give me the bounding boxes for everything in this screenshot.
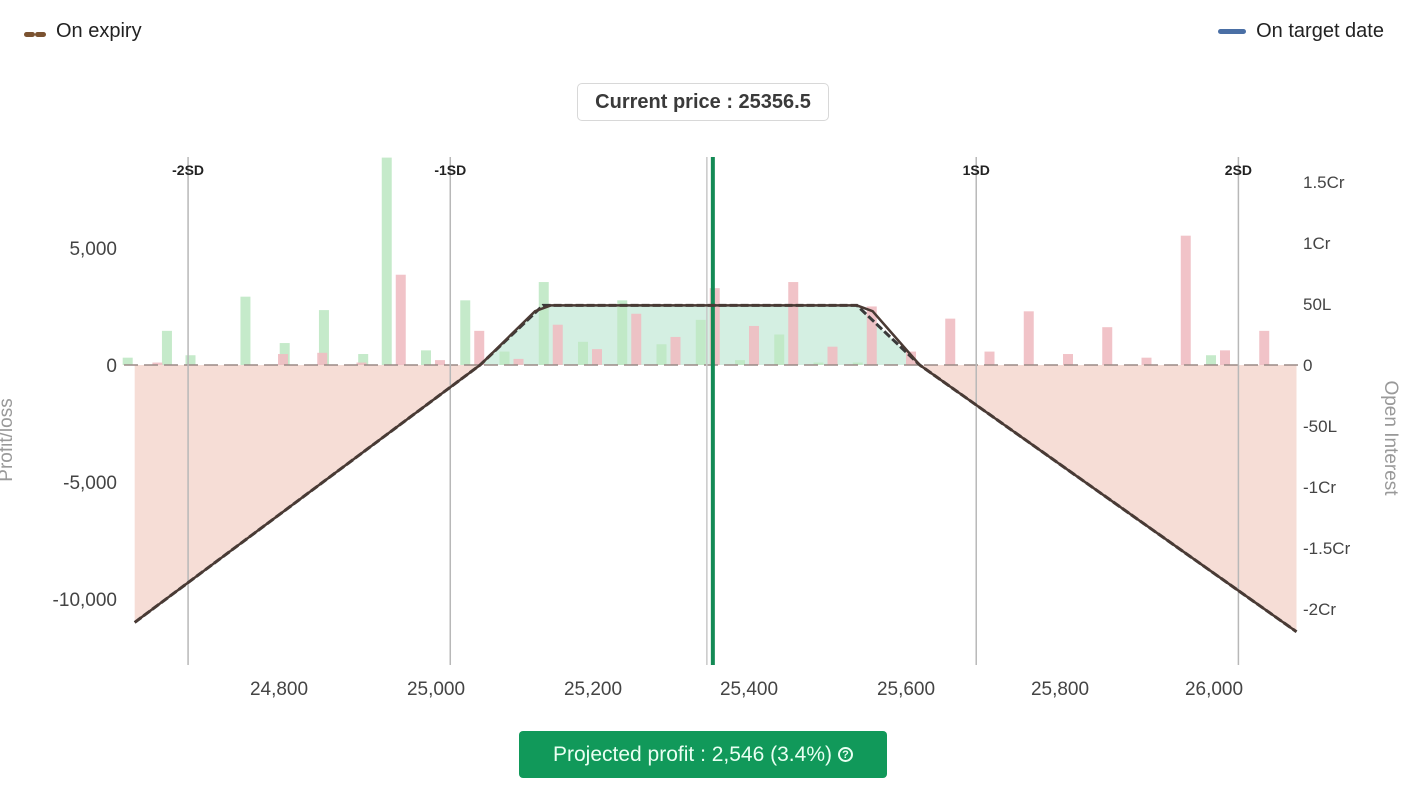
- sd-markers: -2SD -1SD 1SD 2SD: [172, 157, 1252, 665]
- svg-text:-5,000: -5,000: [63, 473, 117, 494]
- svg-text:25,800: 25,800: [1031, 679, 1089, 700]
- sd-label: 1SD: [963, 162, 990, 178]
- svg-text:25,600: 25,600: [877, 679, 935, 700]
- projected-profit-badge[interactable]: Projected profit : 2,546 (3.4%) ?: [519, 731, 887, 778]
- oi-bar[interactable]: [552, 324, 563, 365]
- oi-bar[interactable]: [695, 319, 706, 365]
- svg-text:-1.5Cr: -1.5Cr: [1303, 539, 1351, 558]
- oi-bar[interactable]: [788, 282, 799, 365]
- svg-text:50L: 50L: [1303, 295, 1331, 314]
- solid-line-icon: [1218, 29, 1247, 34]
- oi-bar[interactable]: [381, 157, 392, 365]
- oi-bar[interactable]: [578, 341, 588, 365]
- oi-bar[interactable]: [356, 362, 367, 365]
- oi-bar[interactable]: [513, 358, 524, 365]
- svg-text:-50L: -50L: [1303, 417, 1337, 436]
- oi-bar[interactable]: [1102, 327, 1113, 365]
- projected-profit-label: Projected profit : 2,546 (3.4%): [553, 742, 832, 766]
- oi-bar[interactable]: [499, 351, 510, 365]
- oi-bar[interactable]: [152, 362, 163, 365]
- oi-bar[interactable]: [185, 355, 196, 365]
- legend-on-expiry[interactable]: On expiry: [24, 20, 142, 43]
- svg-text:-1Cr: -1Cr: [1303, 478, 1336, 497]
- oi-bar[interactable]: [460, 300, 471, 365]
- oi-bar[interactable]: [122, 357, 133, 365]
- oi-bar[interactable]: [852, 362, 863, 365]
- svg-text:25,200: 25,200: [564, 679, 622, 700]
- sd-label: -2SD: [172, 162, 204, 178]
- svg-text:1Cr: 1Cr: [1303, 234, 1331, 253]
- oi-bar[interactable]: [984, 351, 995, 365]
- oi-bar[interactable]: [631, 313, 642, 365]
- oi-bar[interactable]: [395, 274, 406, 365]
- oi-bar[interactable]: [538, 282, 549, 365]
- svg-text:5,000: 5,000: [69, 239, 117, 260]
- target-date-payoff-line: [133, 304, 1298, 633]
- oi-bar[interactable]: [1023, 311, 1034, 365]
- legend-on-expiry-label: On expiry: [56, 20, 142, 42]
- y-axis-right: 1.5Cr 1Cr 50L 0 -50L -1Cr -1.5Cr -2Cr: [1303, 173, 1351, 619]
- oi-bar[interactable]: [827, 346, 838, 365]
- legend-on-target-date-label: On target date: [1256, 20, 1384, 42]
- sd-label: -1SD: [434, 162, 466, 178]
- y-axis-left-title: Profit/loss: [0, 398, 17, 481]
- svg-text:1.5Cr: 1.5Cr: [1303, 173, 1345, 192]
- payoff-lines: [133, 303, 1298, 633]
- svg-text:0: 0: [1303, 356, 1312, 375]
- oi-bar[interactable]: [617, 300, 628, 365]
- oi-bar[interactable]: [317, 352, 328, 365]
- oi-bar[interactable]: [1220, 350, 1230, 365]
- current-price-line: [706, 157, 715, 665]
- oi-bar[interactable]: [866, 306, 877, 365]
- svg-text:-2Cr: -2Cr: [1303, 600, 1336, 619]
- x-axis: 24,800 25,000 25,200 25,400 25,600 25,800 26,0…: [250, 679, 1243, 700]
- oi-bar[interactable]: [774, 334, 785, 366]
- current-price-badge: Current price : 25356.5: [577, 83, 829, 121]
- svg-text:0: 0: [106, 356, 117, 377]
- oi-bar[interactable]: [240, 296, 251, 365]
- svg-text:-10,000: -10,000: [53, 590, 117, 611]
- oi-bar[interactable]: [735, 360, 745, 365]
- oi-bar[interactable]: [161, 330, 172, 365]
- open-interest-bars: [122, 157, 1270, 366]
- oi-bar[interactable]: [474, 330, 485, 365]
- dashed-line-icon: [24, 20, 46, 43]
- oi-bar[interactable]: [435, 360, 445, 365]
- oi-bar[interactable]: [945, 318, 956, 365]
- svg-text:25,400: 25,400: [720, 679, 778, 700]
- oi-bar[interactable]: [421, 350, 431, 365]
- oi-bar[interactable]: [1206, 355, 1216, 365]
- sd-label: 2SD: [1225, 162, 1252, 178]
- oi-bar[interactable]: [1180, 235, 1191, 365]
- y-axis-left: 5,000 0 -5,000 -10,000: [53, 239, 117, 611]
- oi-bar[interactable]: [318, 310, 329, 365]
- legend-on-target-date[interactable]: On target date: [1218, 20, 1384, 43]
- y-axis-right-title: Open Interest: [1380, 380, 1401, 496]
- oi-bar[interactable]: [670, 336, 681, 365]
- oi-bar[interactable]: [813, 362, 824, 365]
- svg-text:26,000: 26,000: [1185, 679, 1243, 700]
- svg-text:25,000: 25,000: [407, 679, 465, 700]
- oi-bar[interactable]: [1063, 354, 1073, 365]
- help-circle-icon[interactable]: ?: [837, 747, 853, 762]
- oi-bar[interactable]: [278, 354, 288, 365]
- oi-bar[interactable]: [1141, 357, 1152, 365]
- oi-bar[interactable]: [1259, 330, 1270, 365]
- oi-bar[interactable]: [656, 344, 667, 365]
- oi-bar[interactable]: [749, 325, 759, 365]
- svg-text:24,800: 24,800: [250, 679, 308, 700]
- oi-bar[interactable]: [592, 349, 602, 365]
- oi-bar[interactable]: [358, 354, 369, 365]
